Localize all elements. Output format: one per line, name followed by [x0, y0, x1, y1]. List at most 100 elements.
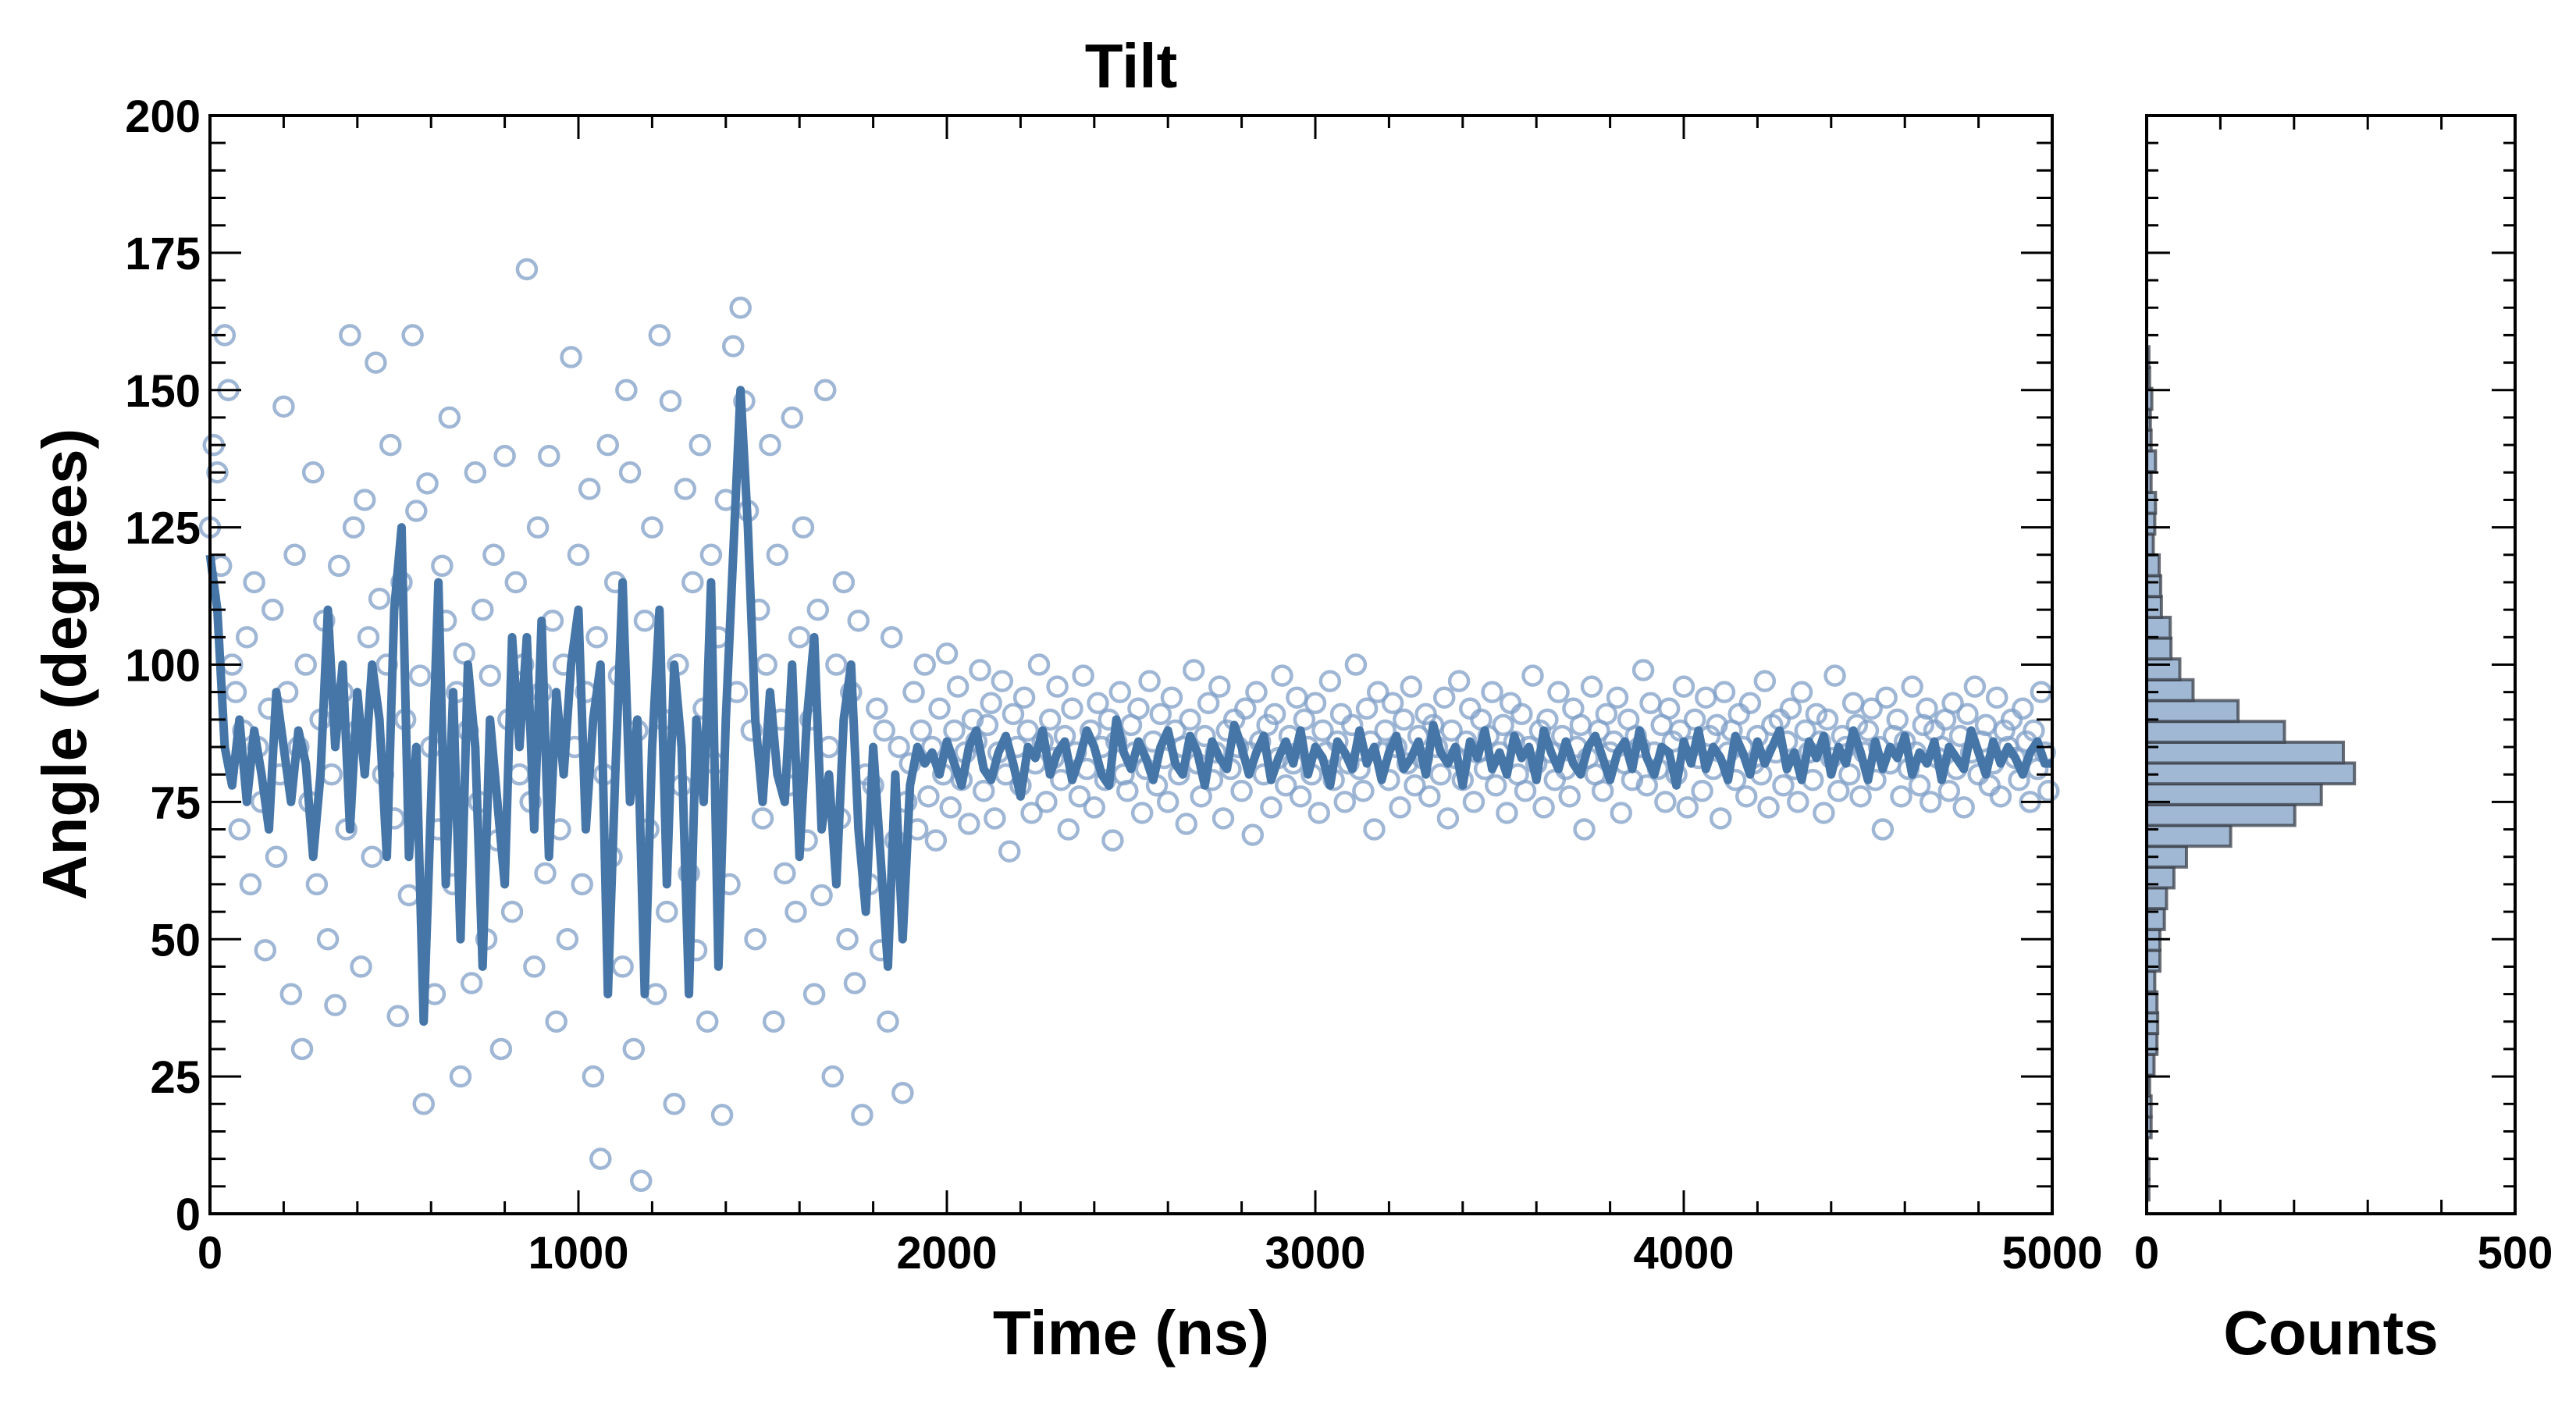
scatter-point [431, 554, 454, 578]
scatter-point [571, 873, 593, 896]
scatter-point [1691, 780, 1713, 802]
scatter-point [1212, 807, 1235, 830]
scatter-point [1937, 780, 1961, 802]
scatter-point [1875, 686, 1898, 709]
scatter-point [1816, 708, 1839, 731]
scatter-point [710, 1104, 734, 1126]
scatter-point [1116, 780, 1139, 802]
scatter-point [648, 324, 671, 347]
scatter-point [401, 324, 424, 347]
scatter-point [644, 983, 667, 1005]
hist-x-tick-label: 500 [2478, 1228, 2553, 1279]
scatter-point [1381, 692, 1404, 714]
histogram-bar [2145, 948, 2161, 973]
scatter-point [324, 994, 347, 1016]
scatter-point [902, 681, 925, 703]
x-tick-label: 1000 [528, 1228, 628, 1279]
scatter-point [526, 516, 550, 539]
histogram-bar [2145, 595, 2163, 619]
scatter-point [663, 1093, 685, 1115]
scatter-point [1393, 708, 1415, 731]
scatter-point [578, 478, 601, 500]
scatter-point [943, 719, 966, 742]
scatter-point [416, 472, 439, 495]
scatter-point [1738, 692, 1762, 714]
scatter-point [305, 873, 329, 896]
scatter-point [1532, 796, 1555, 819]
scatter-point [909, 719, 933, 742]
scatter-point [1510, 702, 1533, 726]
scatter-point [1727, 702, 1751, 726]
scatter-point [342, 516, 365, 539]
scatter-point [1849, 785, 1872, 808]
scatter-point [1901, 675, 1923, 698]
scatter-point [810, 884, 833, 907]
scatter-point [1087, 692, 1109, 714]
scatter-point [1787, 791, 1809, 813]
scatter-point [283, 543, 306, 567]
scatter-point [279, 983, 303, 1005]
scatter-point [615, 379, 638, 401]
scatter-point [759, 433, 781, 457]
scatter-point [1208, 675, 1231, 698]
scatter-point [1308, 802, 1330, 824]
histogram-bar [2145, 699, 2240, 724]
scatter-point [405, 500, 428, 522]
scatter-point [1514, 780, 1537, 802]
scatter-point [1569, 713, 1592, 737]
scatter-point [998, 840, 1021, 863]
x-tick-label: 0 [197, 1228, 222, 1279]
scatter-point [755, 653, 777, 676]
scatter-point [1757, 796, 1780, 819]
scatter-point [751, 807, 774, 830]
scatter-point [471, 598, 494, 621]
scatter-point [1016, 719, 1040, 742]
scatter-point [806, 598, 830, 621]
scatter-point [792, 516, 815, 539]
scatter-point [1496, 802, 1518, 824]
scatter-point [365, 351, 387, 374]
scatter-point [984, 807, 1006, 830]
scatter-point [350, 955, 372, 978]
scatter-point [1083, 796, 1106, 819]
scatter-point [1329, 702, 1353, 726]
scatter-point [1772, 774, 1795, 797]
scatter-point [802, 983, 826, 1005]
scatter-point [254, 939, 277, 962]
scatter-point [1916, 697, 1938, 720]
scatter-point [243, 571, 265, 594]
y-tick-label: 75 [150, 777, 201, 828]
scatter-point [1374, 719, 1397, 742]
scatter-point [1012, 686, 1036, 709]
scatter-point [681, 571, 704, 594]
scatter-point [1352, 780, 1375, 802]
scatter-point [1245, 681, 1268, 703]
scatter-point [1035, 791, 1058, 813]
scatter-point [1481, 681, 1503, 703]
scatter-point [379, 433, 402, 457]
scatter-point [239, 873, 262, 896]
y-tick-label: 150 [125, 366, 201, 417]
x-tick-label: 4000 [1633, 1228, 1734, 1279]
scatter-point [1130, 802, 1154, 824]
scatter-point [1639, 692, 1662, 714]
scatter-point [489, 1037, 513, 1061]
scatter-point [611, 955, 634, 978]
scatter-point [1432, 686, 1456, 709]
scatter-point [866, 697, 888, 720]
scatter-point [688, 433, 712, 457]
scatter-point [1989, 785, 2012, 808]
scatter-point [1805, 702, 1828, 726]
scatter-point [1558, 785, 1581, 808]
scatter-point [851, 1104, 873, 1126]
scatter-point [991, 670, 1014, 692]
scatter-point [449, 1065, 472, 1088]
scatter-point [1061, 697, 1083, 720]
scatter-point [1274, 774, 1297, 797]
scatter-point [1573, 818, 1596, 841]
y-tick-label: 175 [125, 229, 201, 279]
scatter-point [1547, 681, 1570, 703]
scatter-point [1429, 763, 1452, 786]
scatter-point [976, 713, 999, 737]
scatter-point [361, 845, 383, 868]
